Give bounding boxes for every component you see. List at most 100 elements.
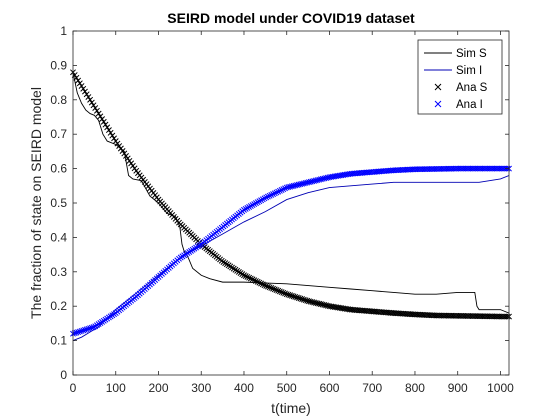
- data-point-ana-s: [78, 83, 85, 89]
- axes-layer: 0 100 200 300 400 500 600 700 800 900 1000 0 0.1 0.2 0…: [50, 24, 514, 395]
- data-point-ana-s: [80, 85, 87, 92]
- data-point-ana-i: [251, 201, 258, 208]
- data-point-ana-i: [297, 181, 304, 188]
- data-point-ana-s: [270, 285, 277, 292]
- data-point-ana-s: [258, 280, 265, 287]
- legend-swatch-ana-s: [434, 83, 442, 91]
- x-tick-label: 0: [70, 381, 77, 395]
- data-point-ana-s: [121, 150, 128, 157]
- data-point-ana-s: [111, 135, 117, 142]
- y-tick-label: 0.6: [50, 162, 67, 176]
- data-point-ana-s: [97, 113, 104, 120]
- data-point-ana-i: [85, 325, 92, 332]
- data-point-ana-s: [271, 286, 278, 293]
- legend-item-ana-s: Ana S: [434, 82, 488, 94]
- data-point-ana-i: [254, 199, 261, 206]
- data-point-ana-s: [321, 302, 328, 308]
- data-point-ana-i: [309, 178, 316, 185]
- series-sim-s: [72, 72, 510, 314]
- data-point-ana-s: [275, 287, 282, 294]
- data-point-ana-i: [282, 185, 288, 192]
- data-point-ana-s: [105, 127, 112, 134]
- y-tick-label: 0.9: [50, 58, 67, 72]
- legend-items: Sim S Sim I Ana S Ana I: [424, 48, 488, 111]
- data-point-ana-i: [278, 187, 285, 193]
- data-point-ana-s: [266, 284, 273, 291]
- data-point-ana-s: [276, 288, 283, 295]
- data-point-ana-s: [316, 300, 323, 307]
- x-tick-label: 500: [277, 381, 297, 395]
- data-point-ana-s: [263, 282, 270, 289]
- series-ana-i: [70, 165, 512, 337]
- y-axis-label: The fraction of state on SEIRD model: [28, 87, 44, 319]
- legend: Sim S Sim I Ana S Ana I: [417, 39, 503, 115]
- data-point-ana-i: [295, 181, 302, 188]
- data-point-ana-s: [119, 148, 126, 154]
- data-point-ana-i: [266, 192, 273, 199]
- data-point-ana-s: [302, 297, 309, 304]
- series-ana-s: [70, 69, 512, 320]
- legend-item-ana-i: Ana I: [434, 99, 483, 111]
- data-point-ana-i: [264, 193, 271, 200]
- data-point-ana-s: [288, 292, 295, 299]
- x-axis-label: t(time): [271, 400, 311, 416]
- data-point-ana-s: [287, 292, 294, 299]
- data-point-ana-s: [299, 296, 306, 303]
- data-point-ana-i: [268, 191, 275, 198]
- data-point-ana-i: [323, 175, 330, 181]
- data-point-ana-s: [294, 294, 300, 301]
- data-point-ana-s: [297, 295, 304, 302]
- data-point-ana-s: [75, 77, 82, 84]
- data-point-ana-i: [252, 200, 259, 207]
- data-point-ana-i: [287, 183, 294, 190]
- data-point-ana-s: [128, 160, 135, 167]
- data-point-ana-s: [123, 152, 129, 159]
- data-point-ana-s: [278, 289, 285, 296]
- data-point-ana-s: [116, 143, 123, 149]
- data-point-ana-i: [87, 325, 94, 332]
- series-layer: [70, 69, 512, 342]
- data-point-ana-i: [321, 175, 328, 182]
- data-point-ana-i: [312, 177, 319, 184]
- y-tick-label: 0.8: [50, 93, 67, 107]
- data-point-ana-i: [319, 175, 326, 182]
- x-tick-label: 300: [191, 381, 211, 395]
- data-point-ana-s: [242, 273, 249, 280]
- data-point-ana-s: [241, 272, 247, 279]
- data-point-ana-i: [271, 190, 278, 197]
- data-point-ana-i: [90, 324, 97, 331]
- data-point-ana-s: [285, 291, 292, 298]
- y-tick-label: 1: [60, 24, 67, 38]
- y-tick-label: 0.4: [50, 230, 67, 244]
- data-point-ana-i: [317, 176, 324, 183]
- data-point-ana-s: [104, 124, 111, 131]
- data-point-ana-s: [256, 279, 263, 286]
- data-point-ana-s: [300, 296, 307, 303]
- data-point-ana-s: [273, 287, 280, 293]
- data-point-ana-i: [294, 182, 300, 188]
- data-point-ana-s: [99, 116, 106, 123]
- data-point-ana-i: [273, 189, 280, 196]
- data-point-ana-i: [246, 204, 253, 210]
- data-point-ana-s: [312, 299, 319, 306]
- data-point-ana-s: [295, 295, 302, 301]
- chart-title: SEIRD model under COVID19 dataset: [167, 10, 415, 26]
- data-point-ana-s: [131, 165, 138, 172]
- data-point-ana-i: [283, 184, 290, 191]
- data-point-ana-i: [258, 197, 265, 204]
- data-point-ana-s: [82, 88, 88, 95]
- data-point-ana-s: [102, 121, 109, 128]
- data-point-ana-i: [311, 177, 318, 184]
- y-tick-label: 0.7: [50, 127, 67, 141]
- data-point-ana-s: [283, 291, 290, 298]
- data-point-ana-s: [246, 274, 253, 281]
- data-point-ana-s: [249, 276, 256, 283]
- x-tick-label: 700: [362, 381, 382, 395]
- data-point-ana-s: [264, 283, 271, 290]
- data-point-ana-i: [241, 206, 247, 213]
- y-tick-label: 0.1: [50, 334, 67, 348]
- data-point-ana-s: [323, 302, 330, 309]
- data-point-ana-i: [302, 180, 309, 186]
- data-point-ana-i: [88, 324, 95, 331]
